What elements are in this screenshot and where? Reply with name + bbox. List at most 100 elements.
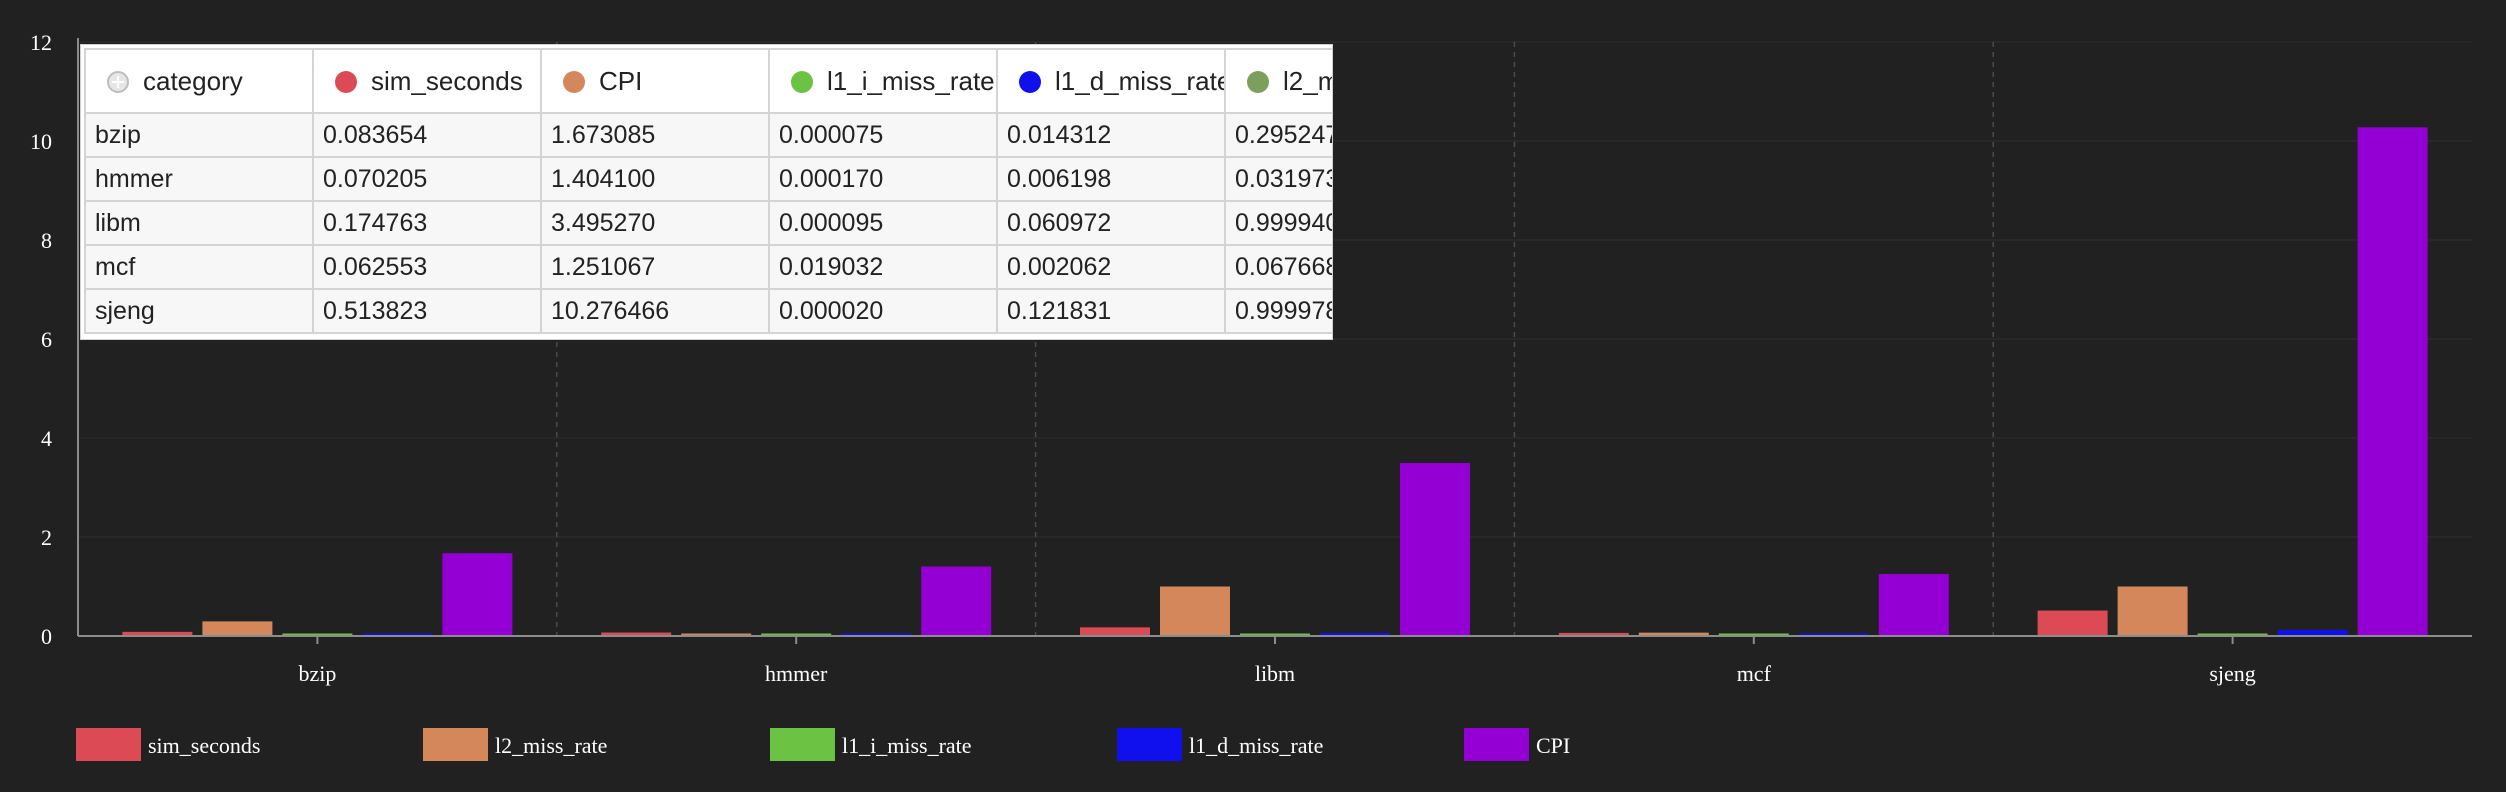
column-header-sim-seconds[interactable]: sim_seconds — [312, 48, 542, 114]
add-column-icon — [107, 70, 129, 93]
column-header-label: category — [143, 65, 243, 96]
y-tick-label: 12 — [30, 30, 52, 55]
bar-bzip-sim-seconds[interactable] — [122, 631, 193, 636]
table-cell-category: hmmer — [84, 156, 314, 202]
bar-sjeng-l2-miss-rate[interactable] — [2117, 586, 2188, 636]
table-cell-value: 0.000170 — [768, 156, 998, 202]
column-header-l2-miss-rate[interactable]: l2_miss_rate — [1224, 48, 1332, 114]
legend-swatch-sim-seconds — [76, 728, 141, 761]
table-cell-value: 0.019032 — [768, 244, 998, 290]
x-tick-label-sjeng: sjeng — [2209, 661, 2255, 686]
bar-bzip-cpi[interactable] — [442, 553, 513, 636]
table-cell-category: sjeng — [84, 288, 314, 334]
column-header-label: l1_i_miss_rate — [827, 65, 995, 96]
column-header-label: sim_seconds — [371, 65, 523, 96]
bar-bzip-l1-i-miss-rate[interactable] — [282, 633, 353, 637]
table-cell-value: 0.513823 — [312, 288, 542, 334]
y-tick-label: 6 — [41, 327, 52, 352]
legend-label-sim-seconds: sim_seconds — [148, 733, 260, 758]
y-tick-label: 8 — [41, 228, 52, 253]
table-cell-value: 0.083654 — [312, 112, 542, 158]
table-cell-value: 0.999978 — [1224, 288, 1332, 334]
table-cell-value: 0.062553 — [312, 244, 542, 290]
color-dot-icon — [1019, 70, 1041, 93]
legend-label-l1-i-miss-rate: l1_i_miss_rate — [842, 733, 972, 758]
table-cell-category: libm — [84, 200, 314, 246]
bar-mcf-sim-seconds[interactable] — [1558, 632, 1629, 636]
bar-hmmer-sim-seconds[interactable] — [601, 632, 672, 636]
bar-libm-sim-seconds[interactable] — [1080, 627, 1150, 636]
table-cell-value: 0.031973 — [1224, 156, 1332, 202]
color-dot-icon — [335, 70, 357, 93]
bar-sjeng-l1-i-miss-rate[interactable] — [2197, 633, 2268, 637]
table-cell-value: 1.404100 — [540, 156, 770, 202]
table-cell-value: 0.999940 — [1224, 200, 1332, 246]
bar-hmmer-l2-miss-rate[interactable] — [681, 633, 752, 637]
column-header-label: CPI — [599, 65, 643, 96]
bar-sjeng-sim-seconds[interactable] — [2037, 610, 2108, 636]
table-cell-value: 1.673085 — [540, 112, 770, 158]
bar-bzip-l1-d-miss-rate[interactable] — [362, 633, 433, 637]
x-tick-label-hmmer: hmmer — [765, 661, 828, 686]
x-tick-label-libm: libm — [1255, 661, 1295, 686]
bar-libm-l1-d-miss-rate[interactable] — [1320, 632, 1390, 636]
table-cell-value: 0.000095 — [768, 200, 998, 246]
table-cell-value: 3.495270 — [540, 200, 770, 246]
legend-swatch-cpi — [1464, 728, 1529, 761]
bar-hmmer-l1-i-miss-rate[interactable] — [761, 633, 832, 637]
color-dot-icon — [563, 70, 585, 93]
column-header-label: l2_miss_rate — [1283, 65, 1332, 96]
table-cell-value: 0.000075 — [768, 112, 998, 158]
bar-sjeng-cpi[interactable] — [2357, 127, 2428, 636]
column-header-l1-d-miss-rate[interactable]: l1_d_miss_rate — [996, 48, 1226, 114]
color-dot-icon — [791, 70, 813, 93]
legend-swatch-l2-miss-rate — [423, 728, 488, 761]
data-table: category sim_seconds CPI l1_i_miss_rate l1_d… — [84, 48, 1332, 334]
legend: sim_seconds l2_miss_rate l1_i_miss_rate l1_… — [76, 728, 1570, 761]
legend-label-cpi: CPI — [1536, 733, 1570, 758]
color-dot-icon — [1247, 70, 1269, 93]
x-tick-label-mcf: mcf — [1737, 661, 1772, 686]
table-cell-value: 0.295247 — [1224, 112, 1332, 158]
table-row[interactable]: mcf 0.062553 1.251067 0.019032 0.002062 0.067… — [84, 244, 1332, 290]
bar-sjeng-l1-d-miss-rate[interactable] — [2277, 629, 2348, 636]
column-header-category[interactable]: category — [84, 48, 314, 114]
bar-libm-l2-miss-rate[interactable] — [1160, 586, 1230, 636]
bar-bzip-l2-miss-rate[interactable] — [202, 621, 273, 636]
bar-mcf-l1-d-miss-rate[interactable] — [1798, 633, 1869, 637]
bar-libm-l1-i-miss-rate[interactable] — [1240, 633, 1310, 637]
table-cell-value: 0.070205 — [312, 156, 542, 202]
bars-layer — [122, 127, 2428, 637]
legend-swatch-l1-i-miss-rate — [770, 728, 835, 761]
column-header-cpi[interactable]: CPI — [540, 48, 770, 114]
bar-mcf-cpi[interactable] — [1878, 574, 1949, 636]
table-row[interactable]: bzip 0.083654 1.673085 0.000075 0.014312 0.29… — [84, 112, 1332, 158]
bar-hmmer-cpi[interactable] — [921, 566, 992, 636]
table-cell-value: 0.060972 — [996, 200, 1226, 246]
bar-mcf-l2-miss-rate[interactable] — [1638, 632, 1709, 636]
table-row[interactable]: hmmer 0.070205 1.404100 0.000170 0.006198 0.0… — [84, 156, 1332, 202]
y-tick-label: 0 — [41, 624, 52, 649]
legend-label-l2-miss-rate: l2_miss_rate — [495, 733, 607, 758]
table-header-row: category sim_seconds CPI l1_i_miss_rate l1_d… — [84, 48, 1332, 114]
table-row[interactable]: sjeng 0.513823 10.276466 0.000020 0.121831 0.… — [84, 288, 1332, 334]
data-table-panel: category sim_seconds CPI l1_i_miss_rate l1_d… — [80, 44, 1333, 340]
table-cell-value: 10.276466 — [540, 288, 770, 334]
y-tick-label: 10 — [30, 129, 52, 154]
table-cell-value: 0.000020 — [768, 288, 998, 334]
table-cell-value: 0.174763 — [312, 200, 542, 246]
table-cell-value: 0.002062 — [996, 244, 1226, 290]
bar-libm-cpi[interactable] — [1400, 462, 1470, 636]
table-row[interactable]: libm 0.174763 3.495270 0.000095 0.060972 0.99… — [84, 200, 1332, 246]
column-header-l1-i-miss-rate[interactable]: l1_i_miss_rate — [768, 48, 998, 114]
y-tick-label: 4 — [41, 426, 52, 451]
column-header-label: l1_d_miss_rate — [1055, 65, 1225, 96]
table-cell-value: 1.251067 — [540, 244, 770, 290]
bar-hmmer-l1-d-miss-rate[interactable] — [841, 633, 912, 637]
table-cell-category: bzip — [84, 112, 314, 158]
table-cell-value: 0.067668 — [1224, 244, 1332, 290]
bar-mcf-l1-i-miss-rate[interactable] — [1718, 633, 1789, 637]
table-body: bzip 0.083654 1.673085 0.000075 0.014312 0.29… — [84, 112, 1332, 334]
table-cell-value: 0.014312 — [996, 112, 1226, 158]
